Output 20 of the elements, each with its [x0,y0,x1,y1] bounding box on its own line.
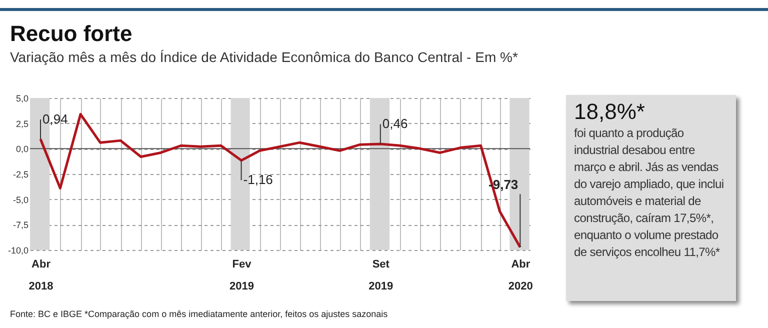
x-tick-label: Abr 2018 [28,258,54,292]
data-label: 0,46 [382,116,408,132]
y-tick-label: -10,0 [8,246,28,256]
y-tick-label: -7,5 [12,220,28,230]
y-tick-label: 5,0 [16,94,28,104]
y-tick-label: -2,5 [12,170,28,180]
y-tick-label: 0,0 [16,144,28,154]
source-note: Fonte: BC e IBGE *Comparação com o mês imediatamente anterior, feitos os ajustes sazonais [10,309,388,319]
y-tick-label: 2,5 [16,118,28,129]
data-label: 0,94 [42,111,68,126]
x-tick-label: Abr 2020 [508,258,533,292]
chart-subtitle: Variação mês a mês do Índice de Atividade Econômica do Banco Central - Em %* [10,49,518,65]
chart-title: Recuo forte [10,21,132,47]
text: foi quanto a produção industrial desabou entre março e abril. Jás as vendas do varejo ampliado, que inclui automóveis e material de construção, caíram 17,5%*, enquanto o volume prestado de serviços encolheu 11,7%* [574,126,724,259]
x-tick-label: Set 2019 [368,258,394,292]
y-tick-label: -5,0 [12,194,28,205]
x-tick-label: Fev 2019 [230,258,254,292]
line-series [39,112,522,249]
text: 18,8%* [574,99,646,125]
data-label: -1,16 [243,172,273,188]
